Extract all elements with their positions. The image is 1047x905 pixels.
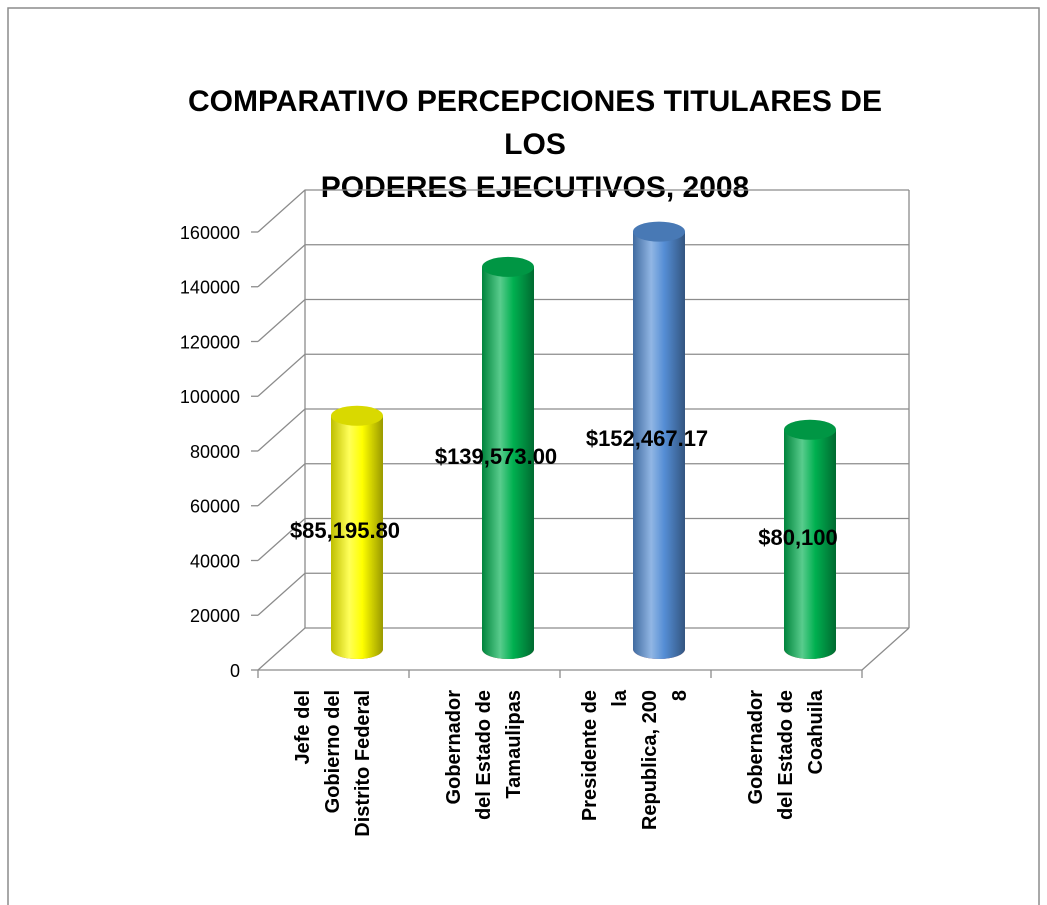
bar-top: [784, 419, 836, 440]
grid-line: [257, 353, 909, 397]
grid-line: [257, 189, 909, 233]
grid-line: [257, 572, 909, 616]
grid-line: [257, 244, 909, 288]
chart-title: LOS: [504, 128, 566, 161]
bar-top: [331, 405, 383, 426]
bar: [482, 256, 534, 659]
x-tick-label: Distrito Federal: [352, 690, 374, 837]
bar: [633, 221, 685, 659]
y-tick-label: 60000: [190, 497, 240, 517]
grid-line: [257, 408, 909, 452]
x-tick-label: Republica, 200: [639, 690, 661, 830]
grid-line: [257, 517, 909, 561]
y-tick-label: 140000: [180, 278, 240, 298]
y-tick-label: 40000: [190, 551, 240, 571]
x-tick-label: Jefe del: [292, 690, 314, 764]
x-tick-label: del Estado de: [775, 690, 797, 820]
y-tick-label: 160000: [180, 223, 240, 243]
x-tick-label: del Estado de: [473, 690, 495, 820]
bar-top: [633, 221, 685, 242]
bar: [331, 405, 383, 659]
grid-line: [257, 298, 909, 342]
x-tick-label: Gobierno del: [322, 690, 344, 813]
x-tick-label: Gobernador: [745, 690, 767, 805]
floor-edge: [861, 627, 910, 671]
value-label: $152,467.17: [586, 426, 708, 451]
x-tick-label: la: [609, 689, 631, 707]
bar-body: [633, 231, 685, 659]
bar-body: [482, 266, 534, 659]
x-tick-label: Tamaulipas: [503, 690, 525, 799]
y-tick-label: 0: [230, 661, 240, 681]
grid-line: [257, 463, 909, 507]
value-label: $80,100: [758, 525, 838, 550]
y-tick-label: 100000: [180, 387, 240, 407]
y-tick-label: 120000: [180, 332, 240, 352]
y-tick-label: 80000: [190, 442, 240, 462]
value-label: $139,573.00: [435, 444, 557, 469]
x-tick-label: Coahuila: [805, 689, 827, 774]
bar-top: [482, 256, 534, 277]
bar-body: [784, 429, 836, 659]
x-tick-label: Presidente de: [579, 690, 601, 821]
bar: [784, 419, 836, 659]
bar-body: [331, 415, 383, 659]
x-tick-label: 8: [669, 690, 691, 701]
y-tick-label: 20000: [190, 606, 240, 626]
chart-title: PODERES EJECUTIVOS, 2008: [321, 171, 750, 204]
value-label: $85,195.80: [290, 518, 400, 543]
grid-line: [257, 627, 909, 671]
x-tick-label: Gobernador: [443, 690, 465, 805]
chart-title: COMPARATIVO PERCEPCIONES TITULARES DE: [188, 85, 882, 118]
